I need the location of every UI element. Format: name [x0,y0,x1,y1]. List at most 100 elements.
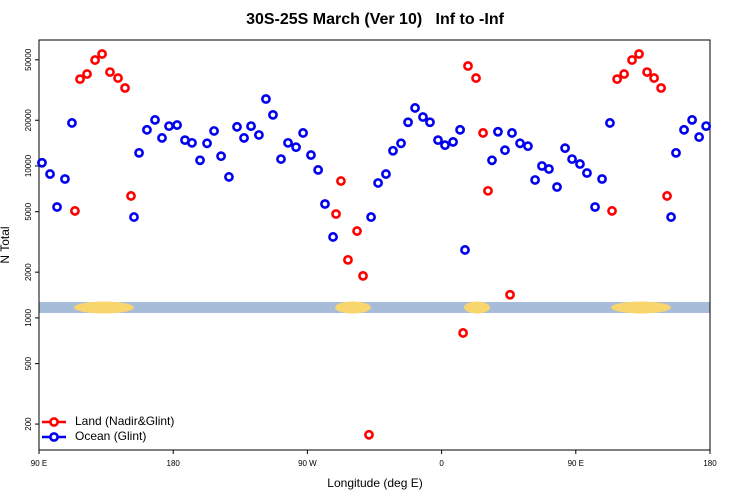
point [75,74,85,85]
point [306,150,316,160]
point [352,226,362,236]
point [298,128,308,138]
y-tick-label: 10000 [24,154,33,177]
point [343,254,353,265]
point [505,289,515,300]
y-tick-label: 500 [24,356,33,370]
point [45,169,55,179]
point [687,115,698,125]
point [483,185,493,196]
land-band [39,301,710,314]
point [366,212,376,222]
point [320,199,330,209]
point [662,191,672,201]
land-strip [464,301,490,314]
point [331,209,341,219]
x-axis-label: Longitude (deg E) [327,476,422,490]
point [619,69,630,79]
point [129,212,139,222]
point [440,140,450,151]
point [187,137,197,148]
point [460,245,470,255]
x-tick-label: 90 W [298,459,317,468]
point [37,157,47,168]
point [105,67,115,77]
point [627,55,637,65]
point [455,124,465,135]
point [313,165,324,175]
point [403,117,413,128]
point [597,174,607,184]
y-tick-label: 2000 [24,263,33,281]
point [666,212,676,222]
point [471,73,481,83]
legend-item: Land (Nadir&Glint) [42,414,174,428]
x-tick-label: 180 [167,459,181,468]
legend-label: Land (Nadir&Glint) [75,414,174,428]
point [582,168,592,178]
point [493,126,503,137]
point [142,124,152,135]
point [291,142,301,153]
point [202,138,212,149]
point [232,121,242,132]
point [590,202,600,212]
point [52,202,62,212]
legend-marker [49,417,59,427]
point [560,143,570,154]
point [433,135,443,146]
point [671,147,681,158]
point [60,174,70,184]
legend-marker [49,432,59,442]
point [478,128,488,138]
point [507,128,517,138]
point [150,115,160,125]
point [396,138,406,149]
point [70,206,80,216]
land-strip [611,301,671,314]
point [544,164,554,174]
legend-item: Ocean (Glint) [42,429,146,443]
point [388,145,398,156]
point [276,154,286,164]
point [607,206,617,216]
x-tick-label: 180 [703,459,717,468]
point [216,151,226,162]
point [605,118,615,128]
x-tick-label: 0 [439,459,444,468]
point [642,67,652,77]
point [268,109,278,120]
point [261,94,271,104]
point [67,118,77,128]
point [224,172,234,182]
point [90,55,100,65]
y-axis-label: N Total [0,226,12,263]
point [656,83,666,93]
point [82,69,92,79]
y-tick-label: 5000 [24,202,33,220]
point [649,73,659,83]
land-strip [74,301,134,314]
point [97,49,107,59]
point [364,429,374,440]
point [358,270,368,281]
point [458,328,468,338]
point [487,155,497,166]
point [634,49,644,59]
point [552,182,562,192]
point [164,121,174,132]
point [500,145,510,156]
x-tick-label: 90 E [568,459,584,468]
point [463,61,473,71]
point [694,132,705,142]
point [172,120,182,130]
point [381,169,391,179]
point [113,73,123,83]
point [530,175,540,185]
point [701,121,712,132]
point [679,124,689,135]
point [567,154,577,164]
point [373,178,383,188]
point [239,133,249,143]
